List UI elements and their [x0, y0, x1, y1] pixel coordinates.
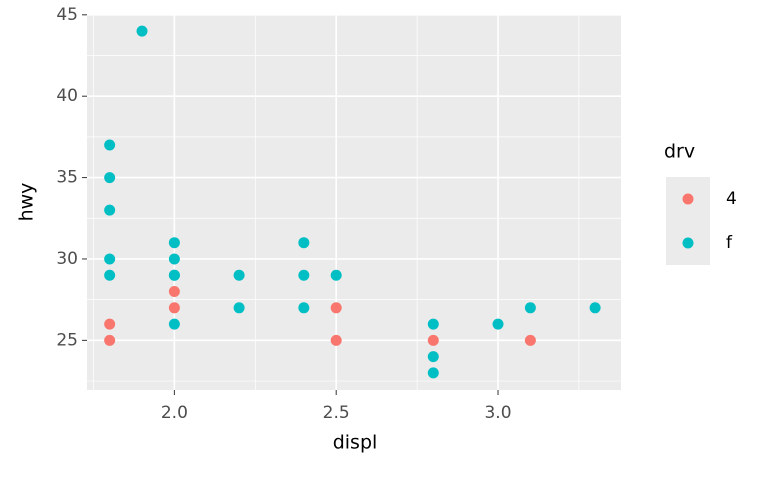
- point: [136, 25, 148, 37]
- point: [104, 139, 116, 151]
- point: [168, 269, 180, 281]
- point: [298, 302, 310, 314]
- point: [104, 318, 116, 330]
- x-axis-title: displ: [333, 432, 378, 454]
- y-axis-title: hwy: [16, 183, 38, 222]
- point: [104, 334, 116, 346]
- point: [104, 253, 116, 265]
- x-tick-label: 2.5: [323, 403, 350, 423]
- point: [298, 237, 310, 249]
- point: [104, 204, 116, 216]
- point: [168, 318, 180, 330]
- y-tick-label: 35: [56, 168, 78, 188]
- point: [168, 286, 180, 298]
- point: [168, 237, 180, 249]
- point: [427, 351, 439, 363]
- legend-label: f: [726, 233, 733, 253]
- x-tick-label: 3.0: [484, 403, 511, 423]
- point: [427, 318, 439, 330]
- y-tick-label: 30: [56, 249, 78, 269]
- point: [233, 302, 245, 314]
- point: [330, 302, 342, 314]
- point: [427, 334, 439, 346]
- y-tick-label: 40: [56, 86, 78, 106]
- y-tick-label: 45: [56, 5, 78, 25]
- y-tick-label: 25: [56, 330, 78, 350]
- legend-label: 4: [726, 189, 737, 209]
- panel: [87, 14, 621, 390]
- point: [330, 334, 342, 346]
- point: [524, 302, 536, 314]
- point: [330, 269, 342, 281]
- x-tick-label: 2.0: [161, 403, 188, 423]
- point: [168, 253, 180, 265]
- point: [168, 302, 180, 314]
- legend-key: [682, 237, 694, 249]
- point: [589, 302, 601, 314]
- point: [427, 367, 439, 379]
- point: [104, 269, 116, 281]
- point: [233, 269, 245, 281]
- legend-title: drv: [664, 141, 695, 163]
- point: [298, 269, 310, 281]
- legend-key: [682, 193, 694, 205]
- point: [104, 172, 116, 184]
- point: [524, 334, 536, 346]
- point: [492, 318, 504, 330]
- legend-keys: [666, 177, 710, 265]
